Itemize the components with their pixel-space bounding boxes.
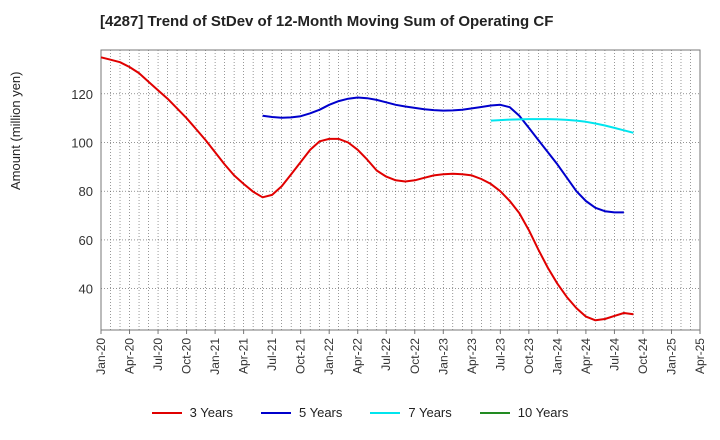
y-tick-label: 80 [79,184,93,199]
x-tick-label: Jul-20 [151,338,165,371]
x-tick-label: Apr-21 [237,338,251,374]
x-tick-label: Jan-21 [208,338,222,375]
x-tick-label: Jan-25 [664,338,678,375]
legend-swatch-7-years [370,411,401,414]
legend-item-5-years: 5 Years [261,405,342,420]
legend-label-3-years: 3 Years [189,405,233,420]
legend-item-10-years: 10 Years [479,405,569,420]
x-tick-label: Apr-25 [693,338,707,374]
y-tick-label: 60 [79,233,93,248]
legend: 3 Years 5 Years 7 Years 10 Years [0,405,720,420]
x-tick-label: Oct-21 [294,338,308,374]
legend-label-5-years: 5 Years [299,405,343,420]
x-tick-label: Jan-22 [322,338,336,375]
legend-label-10-years: 10 Years [517,405,569,420]
x-tick-label: Apr-22 [351,338,365,374]
legend-item-3-years: 3 Years [151,405,233,420]
legend-swatch-5-years [261,411,291,414]
x-tick-label: Oct-24 [636,338,650,374]
x-tick-label: Apr-20 [123,338,137,374]
x-tick-label: Oct-23 [522,338,536,374]
x-tick-label: Oct-20 [180,338,194,374]
y-tick-label: 100 [71,136,93,151]
legend-label-7-years: 7 Years [408,405,452,420]
y-tick-label: 120 [71,87,93,102]
chart-title: [4287] Trend of StDev of 12-Month Moving… [100,13,554,30]
legend-swatch-3-years [151,411,182,414]
legend-swatch-10-years [479,411,510,414]
legend-item-7-years: 7 Years [370,405,452,420]
x-tick-label: Oct-22 [408,338,422,374]
x-tick-label: Jan-24 [550,338,564,375]
x-tick-label: Apr-23 [465,338,479,374]
series-line-3-years [100,56,634,322]
x-tick-label: Jan-23 [436,338,450,375]
y-tick-label: 40 [79,282,93,297]
plot-area [100,49,701,331]
series-line-7-years [490,118,634,134]
x-tick-label: Jul-22 [379,338,393,371]
line-chart: 40 60 80 100 120 Jan-20 Apr-20 Jul-20 Oct-20 Jan-… [71,49,707,375]
series-line-5-years [262,96,624,214]
x-tick-label: Jan-20 [94,338,108,375]
x-tick-label: Jul-21 [265,338,279,371]
x-tick-label: Jul-24 [607,338,621,371]
x-tick-label: Jul-23 [493,338,507,371]
x-tick-label: Apr-24 [579,338,593,374]
